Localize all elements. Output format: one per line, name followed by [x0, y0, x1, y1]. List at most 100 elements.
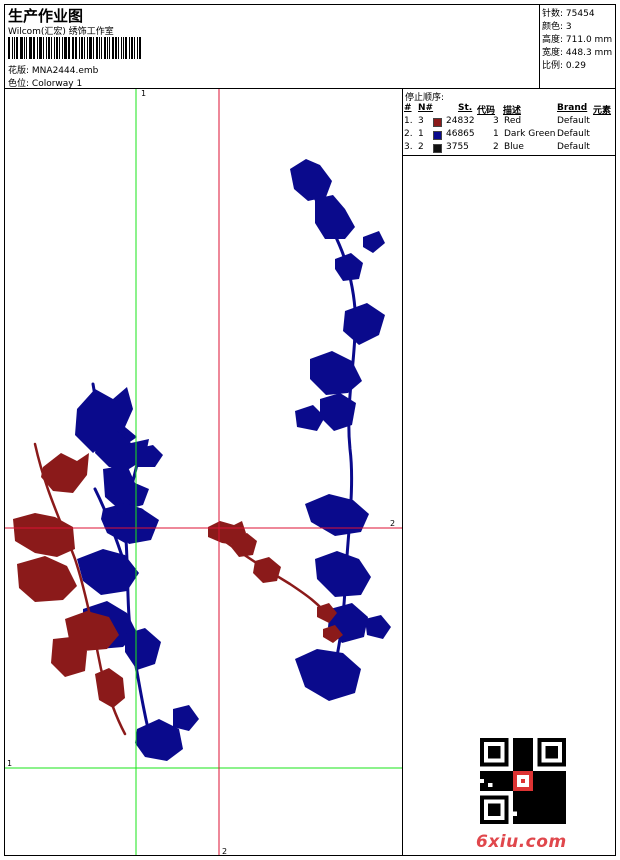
barcode-bar	[103, 37, 106, 59]
row-brand: Default	[557, 116, 590, 126]
stat-width: 宽度: 448.3 mm	[542, 45, 612, 58]
row-desc: Red	[504, 116, 522, 126]
red-vertical-label: 2	[222, 847, 228, 856]
barcode-bar	[125, 37, 128, 59]
red-vine-right	[208, 521, 343, 643]
barcode-bar	[28, 37, 30, 59]
stats-divider	[539, 4, 540, 88]
col-header-code: 代码	[477, 106, 496, 116]
stat-value: 711.0 mm	[565, 35, 613, 45]
stat-value: 448.3 mm	[565, 48, 613, 58]
blue-vine-left	[75, 382, 199, 761]
barcode-bar	[81, 37, 84, 59]
barcode-bar	[131, 37, 134, 59]
stop-sequence-title: 停止顺序:	[405, 93, 445, 103]
red-vine-left	[13, 442, 127, 736]
barcode-bar	[84, 37, 86, 59]
blue-vine-right	[290, 159, 391, 701]
studio-name: Wilcom(汇宏) 绣饰工作室	[8, 27, 114, 37]
barcode-bar	[61, 37, 63, 59]
barcode-bar	[71, 37, 73, 59]
barcode-bar	[37, 37, 39, 59]
row-desc: Dark Green	[504, 129, 556, 139]
barcode-bar	[33, 37, 36, 59]
row-code: 3	[493, 116, 499, 126]
barcode-bar	[93, 37, 94, 59]
barcode-bar	[114, 37, 118, 59]
row-num: 3.	[404, 142, 413, 152]
barcode-bar	[134, 37, 136, 59]
barcode-bar	[73, 37, 75, 59]
colorway-label: 色位:	[8, 79, 30, 89]
design-label: 花版:	[8, 66, 30, 76]
row-code: 2	[493, 142, 499, 152]
row-stitches: 46865	[446, 129, 475, 139]
barcode-bar	[87, 37, 89, 59]
barcode-bar	[67, 37, 70, 59]
table-divider	[402, 88, 403, 856]
barcode-bar	[50, 37, 52, 59]
row-brand: Default	[557, 142, 590, 152]
barcode-bar	[30, 37, 33, 59]
barcode-bar	[79, 37, 81, 59]
barcode-bar	[48, 37, 50, 59]
barcode-bar	[58, 37, 60, 59]
color-swatch	[433, 118, 442, 127]
row-n: 1	[418, 129, 424, 139]
col-header-desc: 描述	[503, 106, 522, 116]
page-title: 生产作业图	[8, 7, 84, 25]
col-header-st: St.	[458, 103, 473, 113]
stat-value: 3	[565, 22, 572, 32]
design-file: 花版: MNA2444.emb	[8, 63, 98, 76]
green-vertical-label: 1	[141, 89, 147, 98]
barcode-bar	[63, 37, 67, 59]
stat-value: 75454	[565, 9, 595, 19]
barcode-bar	[108, 37, 110, 59]
barcode	[8, 37, 142, 59]
barcode-bar	[89, 37, 92, 59]
qr-code	[480, 738, 566, 824]
stat-label: 高度:	[542, 35, 564, 45]
row-stitches: 24832	[446, 116, 475, 126]
stat-label: 宽度:	[542, 48, 564, 58]
barcode-bar	[55, 37, 58, 59]
col-header-brand: Brand	[557, 103, 588, 113]
barcode-bar	[25, 37, 27, 59]
row-desc: Blue	[504, 142, 524, 152]
page-frame	[4, 4, 616, 856]
barcode-bar	[23, 37, 25, 59]
barcode-bar	[121, 37, 123, 59]
color-swatch	[433, 144, 442, 153]
row-stitches: 3755	[446, 142, 469, 152]
barcode-bar	[46, 37, 48, 59]
row-n: 2	[418, 142, 424, 152]
design-preview	[5, 89, 402, 855]
barcode-bar	[19, 37, 23, 59]
barcode-bar	[39, 37, 43, 59]
stat-label: 比例:	[542, 61, 564, 71]
row-code: 1	[493, 129, 499, 139]
green-horizontal-label: 1	[7, 759, 13, 768]
red-horizontal-label: 2	[390, 519, 396, 528]
stat-colors: 颜色: 3	[542, 19, 572, 32]
table-bottom	[402, 155, 616, 156]
design-value: MNA2444.emb	[31, 66, 99, 76]
colorway: 色位: Colorway 1	[8, 76, 82, 89]
barcode-bar	[95, 37, 98, 59]
row-brand: Default	[557, 129, 590, 139]
table-row: 3. 2 3755 2 Blue Default	[404, 142, 616, 155]
barcode-bar	[111, 37, 114, 59]
table-row: 2. 1 46865 1 Dark Green Default	[404, 129, 616, 142]
barcode-bar	[53, 37, 55, 59]
row-num: 2.	[404, 129, 413, 139]
barcode-bar	[8, 37, 10, 59]
watermark-logo: 6xiu.com	[476, 832, 567, 852]
barcode-bar	[138, 37, 141, 59]
stat-stitches: 针数: 75454	[542, 6, 595, 19]
table-row: 1. 3 24832 3 Red Default	[404, 116, 616, 129]
barcode-bar	[13, 37, 15, 59]
row-num: 1.	[404, 116, 413, 126]
barcode-bar	[106, 37, 108, 59]
row-n: 3	[418, 116, 424, 126]
col-header-hash: #	[404, 103, 412, 113]
